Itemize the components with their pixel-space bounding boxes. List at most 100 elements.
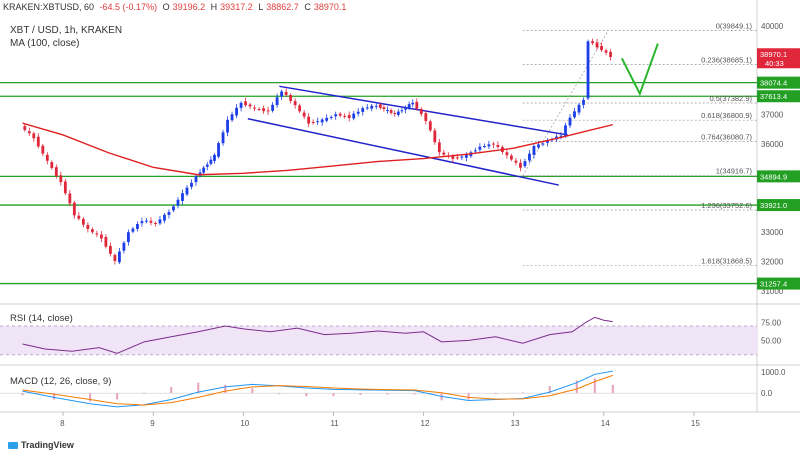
candle-body xyxy=(487,144,491,147)
tradingview-logo-icon xyxy=(8,442,18,450)
candle-body xyxy=(32,133,36,139)
candle-body xyxy=(72,202,76,216)
candle-body xyxy=(478,146,482,150)
macd-histogram-bar xyxy=(278,393,281,395)
candle-body xyxy=(275,97,279,106)
candle-body xyxy=(393,113,397,115)
candle-body xyxy=(122,242,126,251)
x-tick-label: 11 xyxy=(330,419,339,428)
close-label: C xyxy=(304,2,311,12)
candle-body xyxy=(284,91,288,95)
rsi-tick-label: 75.00 xyxy=(761,318,782,327)
candle-body xyxy=(352,113,356,119)
candle-body xyxy=(492,143,495,145)
macd-histogram-bar xyxy=(494,393,497,395)
candle-body xyxy=(226,119,229,133)
brand-label: TradingView xyxy=(21,440,74,450)
rsi-line xyxy=(22,316,613,354)
candle-body xyxy=(104,236,108,247)
candle-body xyxy=(95,233,99,235)
pair-label: KRAKEN:XBTUSD, 60 xyxy=(3,2,95,12)
x-tick-label: 13 xyxy=(511,419,520,428)
level-price-label: 31257.4 xyxy=(760,280,787,289)
candle-body xyxy=(149,220,153,223)
candle-body xyxy=(205,164,209,167)
candle-body xyxy=(293,101,297,106)
candle-body xyxy=(546,140,549,143)
level-price-tag xyxy=(757,199,800,212)
candle-body xyxy=(455,157,459,159)
close-value: 38970.1 xyxy=(313,2,347,12)
candle-body xyxy=(253,107,256,109)
candle-body xyxy=(289,95,293,101)
symbol-legend[interactable]: XBT / USD, 1h, KRAKEN xyxy=(10,25,123,36)
level-price-tag xyxy=(757,277,800,290)
candle-body xyxy=(257,109,261,111)
candle-body xyxy=(176,199,180,206)
fib-level-label: 0.618(36800.9) xyxy=(701,111,752,120)
x-tick-label: 14 xyxy=(601,419,610,428)
current-price-tag xyxy=(757,48,800,69)
macd-legend[interactable]: MACD (12, 26, close, 9) xyxy=(10,376,112,387)
candle-body xyxy=(523,161,527,167)
macd-histogram-bar xyxy=(332,393,335,397)
open-label: O xyxy=(162,2,170,12)
candle-body xyxy=(118,251,121,263)
macd-histogram-bar xyxy=(593,378,596,394)
current-price-label: 38970.1 xyxy=(760,50,787,59)
level-price-tag xyxy=(757,170,800,183)
candle-body xyxy=(582,99,585,105)
candle-body xyxy=(311,121,315,123)
candle-body xyxy=(302,112,306,117)
low-value: 38862.7 xyxy=(266,2,299,12)
candle-body xyxy=(248,104,252,107)
candle-body xyxy=(400,110,404,112)
rsi-legend[interactable]: RSI (14, close) xyxy=(10,313,73,324)
candle-body xyxy=(347,115,351,118)
macd-histogram-bar xyxy=(197,382,200,394)
candle-body xyxy=(343,115,347,117)
candle-body xyxy=(262,108,265,112)
ma-legend[interactable]: MA (100, close) xyxy=(10,38,80,49)
candle-body xyxy=(50,162,54,168)
candle-body xyxy=(537,144,540,148)
candle-body xyxy=(235,107,238,116)
fib-level-label: 1.236(33752.6) xyxy=(701,201,752,210)
x-tick-label: 12 xyxy=(421,419,430,428)
candle-body xyxy=(217,143,220,157)
y-tick-label: 31000 xyxy=(761,287,784,296)
candle-body xyxy=(140,221,144,224)
candle-body xyxy=(382,107,386,110)
level-price-label: 37613.4 xyxy=(760,92,787,101)
macd-histogram-bar xyxy=(611,384,614,394)
candle-body xyxy=(586,41,590,99)
candle-body xyxy=(190,182,193,187)
candle-body xyxy=(365,107,369,109)
candle-body xyxy=(181,193,184,201)
candle-body xyxy=(428,121,432,131)
candle-body xyxy=(591,41,594,44)
candle-body xyxy=(505,152,509,156)
low-label: L xyxy=(258,2,264,12)
candle-body xyxy=(334,114,338,117)
candle-body xyxy=(59,175,63,183)
macd-histogram-bar xyxy=(170,386,173,394)
x-tick-label: 10 xyxy=(240,419,249,428)
candle-body xyxy=(600,45,603,51)
candle-body xyxy=(442,152,446,155)
candle-body xyxy=(451,155,455,159)
y-tick-label: 40000 xyxy=(761,22,784,31)
forecast-path xyxy=(620,43,659,97)
candle-body xyxy=(573,111,576,118)
candle-body xyxy=(230,114,234,121)
candle-body xyxy=(370,105,374,109)
macd-histogram-bar xyxy=(359,393,362,395)
rsi-band xyxy=(0,326,757,355)
candle-body xyxy=(239,102,243,108)
candle-body xyxy=(464,154,468,158)
candle-body xyxy=(158,219,162,224)
candle-body xyxy=(361,108,365,112)
fib-level-label: 1.618(31868.5) xyxy=(701,257,752,266)
candle-body xyxy=(419,109,423,114)
